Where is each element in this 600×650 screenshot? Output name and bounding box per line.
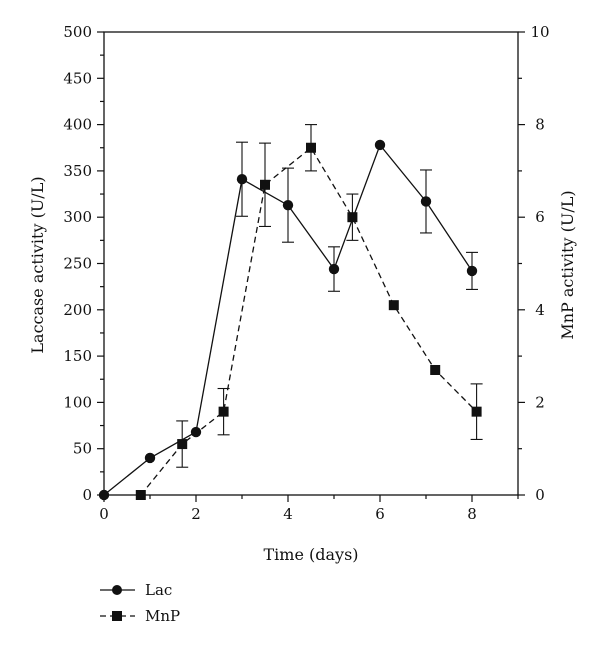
left-y-tick-label: 200 <box>63 301 92 319</box>
data-point-lac <box>98 489 110 501</box>
data-point-mnp <box>177 439 188 450</box>
data-point-mnp <box>430 364 441 375</box>
plot-frame <box>103 31 519 496</box>
data-point-mnp <box>388 300 399 311</box>
left-y-tick-label: 350 <box>63 162 92 180</box>
left-y-tick-label: 450 <box>63 69 92 87</box>
data-point-mnp <box>306 142 316 153</box>
x-axis-ticks: 0 2 4 6 8 <box>99 495 519 523</box>
data-point-lac <box>282 199 294 211</box>
data-point-lac <box>236 174 248 185</box>
series-lac <box>98 139 478 501</box>
x-tick-label: 8 <box>467 505 477 523</box>
plot-border <box>103 31 519 496</box>
x-tick-label: 2 <box>191 505 201 523</box>
x-axis-label: Time (days) <box>263 545 358 564</box>
x-tick-label: 4 <box>283 505 293 523</box>
right-y-tick-label: 2 <box>535 393 545 411</box>
right-y-tick-label: 0 <box>535 486 545 504</box>
legend-marker-lac <box>112 585 122 595</box>
right-y-tick-label: 4 <box>535 301 545 319</box>
left-y-tick-label: 50 <box>73 440 92 458</box>
data-point-mnp <box>135 490 146 500</box>
left-y-tick-label: 150 <box>63 347 92 365</box>
left-y-tick-label: 300 <box>63 208 92 226</box>
left-y-tick-label: 500 <box>63 23 92 41</box>
right-y-axis-ticks: 0 2 4 6 8 10 <box>518 23 550 504</box>
left-y-axis-ticks: 0 50 100 150 200 250 300 350 400 450 500 <box>63 23 104 504</box>
right-y-axis-label: MnP activity (U/L) <box>558 190 577 339</box>
left-y-axis-label: Laccase activity (U/L) <box>28 176 47 353</box>
legend-label-lac: Lac <box>145 581 172 599</box>
right-y-tick-label: 10 <box>530 23 549 41</box>
legend-item-mnp: MnP <box>100 607 180 625</box>
data-point-mnp <box>218 406 229 417</box>
right-y-tick-label: 8 <box>535 116 545 134</box>
legend-label-mnp: MnP <box>145 607 180 625</box>
x-tick-label: 0 <box>99 505 109 523</box>
legend: Lac MnP <box>100 581 180 625</box>
data-point-mnp <box>260 179 270 190</box>
right-y-tick-label: 6 <box>535 208 545 226</box>
left-y-tick-label: 0 <box>82 486 92 504</box>
data-point-mnp <box>347 212 358 223</box>
legend-marker-mnp <box>112 611 122 621</box>
x-tick-label: 6 <box>375 505 385 523</box>
data-point-lac <box>144 452 156 464</box>
series-mnp <box>135 124 483 500</box>
series-layer <box>98 124 483 501</box>
data-point-mnp <box>471 406 482 417</box>
legend-item-lac: Lac <box>100 581 172 599</box>
left-y-tick-label: 400 <box>63 116 92 134</box>
data-point-lac <box>374 139 386 151</box>
data-point-lac <box>190 426 202 438</box>
data-point-lac <box>466 265 478 277</box>
left-y-tick-label: 100 <box>63 393 92 411</box>
series-line-mnp <box>140 146 478 496</box>
left-y-tick-label: 250 <box>63 255 92 273</box>
data-point-lac <box>420 196 432 207</box>
data-point-lac <box>328 263 340 275</box>
